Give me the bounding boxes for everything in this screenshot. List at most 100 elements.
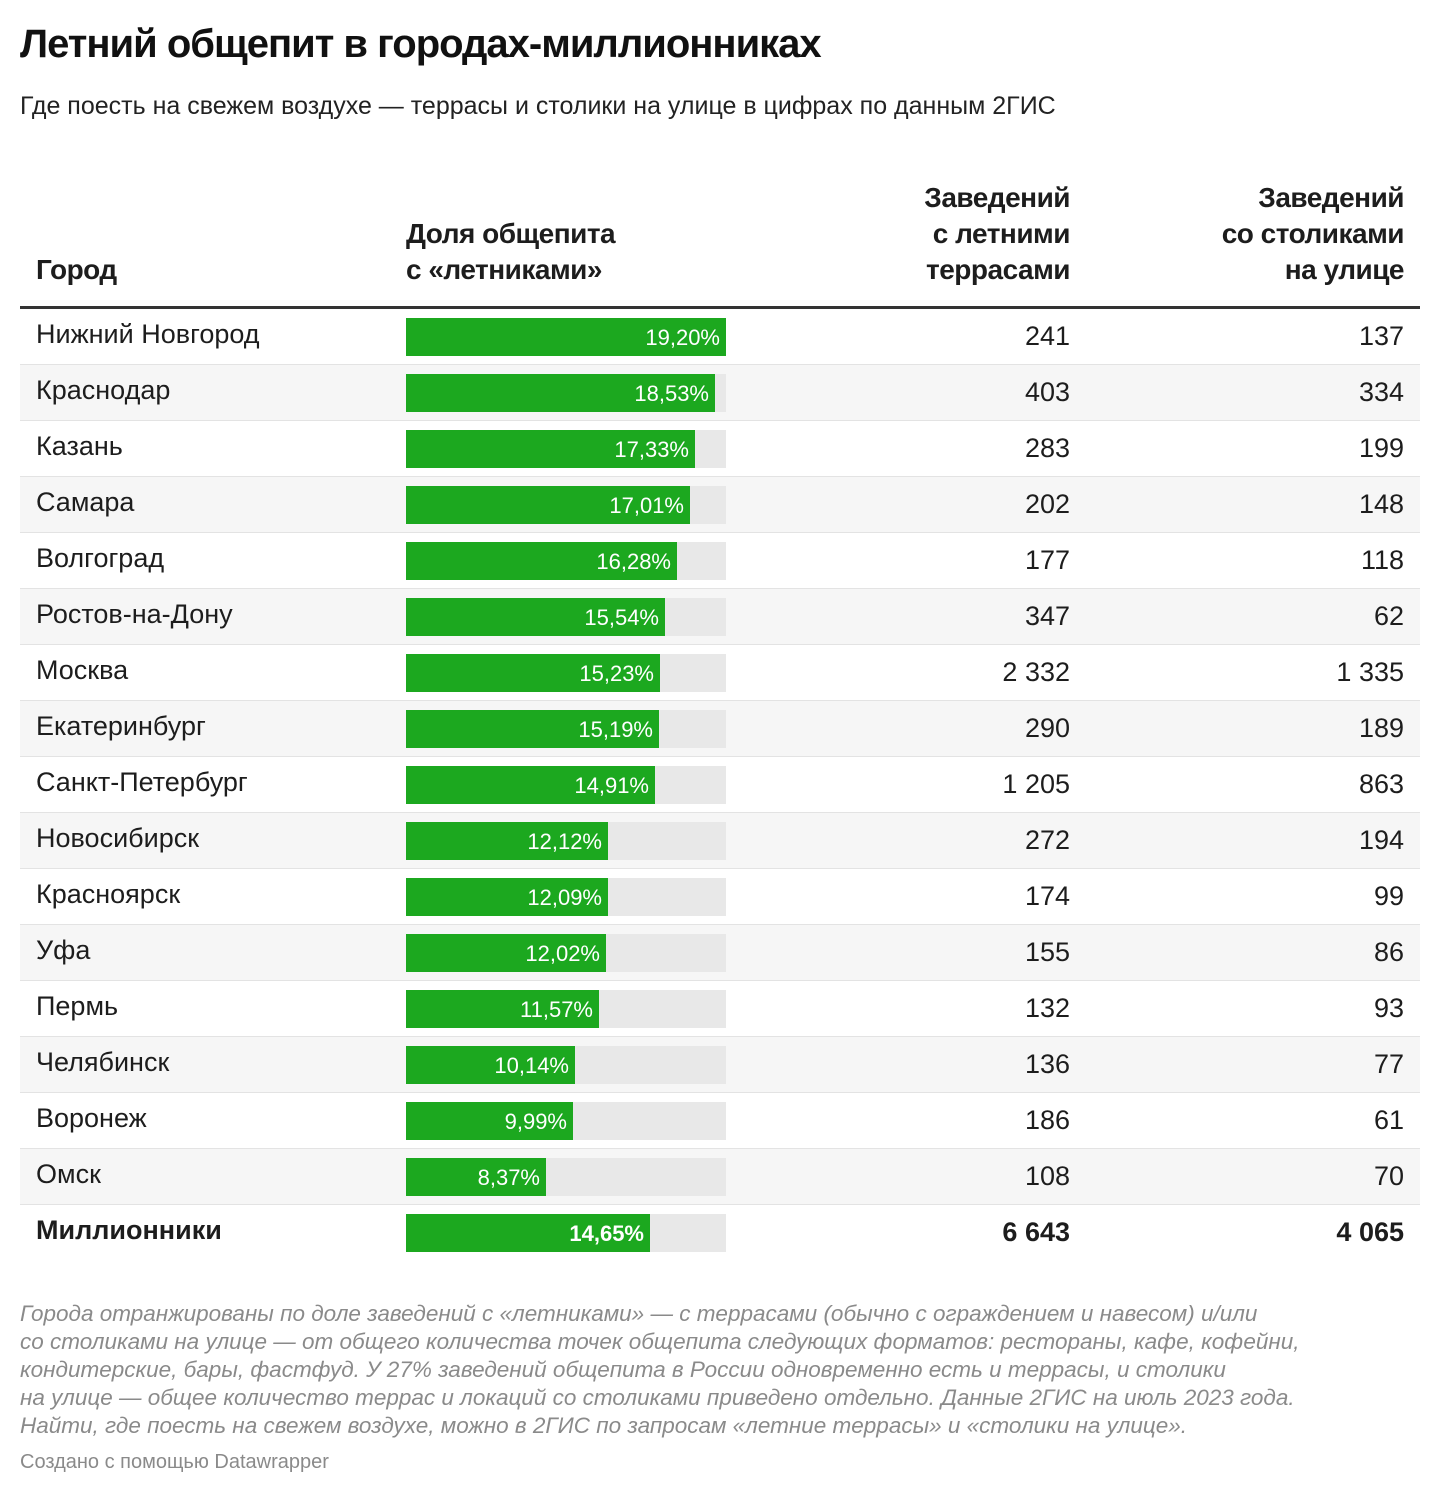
city-name: Москва (36, 655, 129, 685)
share-bar: 17,33% (406, 430, 695, 468)
share-bar: 15,19% (406, 710, 659, 748)
tables-count: 194 (1358, 825, 1404, 855)
share-bar-track: 17,01% (406, 486, 726, 524)
share-bar-track: 17,33% (406, 430, 726, 468)
city-name: Новосибирск (36, 823, 200, 853)
tables-count: 61 (1373, 1105, 1404, 1135)
share-value-label: 16,28% (596, 549, 671, 574)
table-row: Санкт-Петербург 14,91% 1 205 863 (20, 757, 1420, 813)
city-name: Омск (36, 1159, 101, 1189)
share-bar-track: 11,57% (406, 990, 726, 1028)
share-value-label: 14,65% (569, 1221, 644, 1246)
terraces-count: 272 (1024, 825, 1070, 855)
table-row: Самара 17,01% 202 148 (20, 477, 1420, 533)
column-header-share: Доля общепита с «летниками» (406, 218, 616, 285)
share-bar: 16,28% (406, 542, 677, 580)
share-value-label: 12,09% (527, 885, 602, 910)
table-row: Воронеж 9,99% 186 61 (20, 1093, 1420, 1149)
share-value-label: 17,33% (614, 437, 689, 462)
share-value-label: 8,37% (477, 1165, 540, 1190)
terraces-count: 136 (1024, 1049, 1070, 1079)
city-name: Санкт-Петербург (36, 767, 248, 797)
share-bar: 19,20% (406, 318, 726, 356)
share-bar: 18,53% (406, 374, 715, 412)
table-header: Город Доля общепита с «летниками» Заведе… (20, 180, 1420, 309)
tables-count: 77 (1373, 1049, 1404, 1079)
share-bar-track: 16,28% (406, 542, 726, 580)
column-header-city: Город (36, 254, 117, 285)
note-line: со столиками на улице — от общего количе… (20, 1329, 1300, 1354)
terraces-count: 1 205 (1002, 769, 1070, 799)
share-value-label: 17,01% (609, 493, 684, 518)
table-row: Екатеринбург 15,19% 290 189 (20, 701, 1420, 757)
city-name: Ростов-на-Дону (36, 599, 233, 629)
share-value-label: 14,91% (574, 773, 649, 798)
credit-link[interactable]: Создано с помощью Datawrapper (20, 1451, 329, 1473)
share-bar-track: 12,02% (406, 934, 726, 972)
terraces-count: 290 (1024, 713, 1070, 743)
terraces-count: 6 643 (1002, 1217, 1070, 1247)
terraces-count: 132 (1024, 993, 1070, 1023)
share-value-label: 11,57% (520, 997, 593, 1022)
share-value-label: 9,99% (504, 1109, 567, 1134)
share-bar-track: 8,37% (406, 1158, 726, 1196)
table-row: Уфа 12,02% 155 86 (20, 925, 1420, 981)
city-name: Миллионники (36, 1215, 222, 1245)
table-row: Нижний Новгород 19,20% 241 137 (20, 309, 1420, 365)
share-bar: 8,37% (406, 1158, 546, 1196)
tables-count: 148 (1358, 489, 1404, 519)
city-name: Волгоград (36, 543, 165, 573)
city-name: Нижний Новгород (36, 319, 260, 349)
terraces-count: 108 (1024, 1161, 1070, 1191)
share-bar: 12,02% (406, 934, 606, 972)
table-row: Ростов-на-Дону 15,54% 347 62 (20, 589, 1420, 645)
table-row-total: Миллионники 14,65% 6 643 4 065 (20, 1205, 1420, 1261)
share-bar-track: 10,14% (406, 1046, 726, 1084)
table-row: Челябинск 10,14% 136 77 (20, 1037, 1420, 1093)
tables-count: 70 (1373, 1161, 1404, 1191)
table-row: Красноярск 12,09% 174 99 (20, 869, 1420, 925)
share-bar: 12,12% (406, 822, 608, 860)
share-bar-track: 14,65% (406, 1214, 726, 1252)
tables-count: 334 (1358, 377, 1404, 407)
tables-count: 62 (1373, 601, 1404, 631)
table-row: Волгоград 16,28% 177 118 (20, 533, 1420, 589)
terraces-count: 186 (1024, 1105, 1070, 1135)
chart-notes: Города отранжированы по доле заведений с… (20, 1300, 1380, 1440)
note-line: Найти, где поесть на свежем воздухе, мож… (20, 1413, 1188, 1438)
tables-count: 189 (1358, 713, 1404, 743)
city-name: Пермь (36, 991, 119, 1021)
tables-count: 86 (1373, 937, 1404, 967)
terraces-count: 283 (1024, 433, 1070, 463)
share-bar: 15,23% (406, 654, 660, 692)
terraces-count: 2 332 (1002, 657, 1070, 687)
table-row: Омск 8,37% 108 70 (20, 1149, 1420, 1205)
chart-title: Летний общепит в городах-миллионниках (20, 22, 822, 66)
note-line: на улице — общее количество террас и лок… (20, 1385, 1295, 1410)
tables-count: 863 (1358, 769, 1404, 799)
tables-count: 99 (1373, 881, 1404, 911)
share-bar-track: 12,12% (406, 822, 726, 860)
city-name: Уфа (36, 935, 91, 965)
share-value-label: 15,19% (578, 717, 653, 742)
city-name: Екатеринбург (36, 711, 206, 741)
share-bar: 14,91% (406, 766, 655, 804)
city-name: Казань (36, 431, 123, 461)
tables-count: 4 065 (1336, 1217, 1404, 1247)
share-value-label: 15,23% (579, 661, 654, 686)
tables-count: 1 335 (1336, 657, 1404, 687)
share-bar: 15,54% (406, 598, 665, 636)
terraces-count: 403 (1024, 377, 1070, 407)
table-row: Казань 17,33% 283 199 (20, 421, 1420, 477)
share-bar-track: 12,09% (406, 878, 726, 916)
tables-count: 199 (1358, 433, 1404, 463)
tables-count: 93 (1373, 993, 1404, 1023)
share-bar: 14,65% (406, 1214, 650, 1252)
share-value-label: 18,53% (634, 381, 709, 406)
share-bar-track: 18,53% (406, 374, 726, 412)
terraces-count: 347 (1024, 601, 1070, 631)
share-bar-track: 15,19% (406, 710, 726, 748)
share-value-label: 19,20% (645, 325, 720, 350)
share-value-label: 10,14% (494, 1053, 569, 1078)
terraces-count: 177 (1024, 545, 1070, 575)
